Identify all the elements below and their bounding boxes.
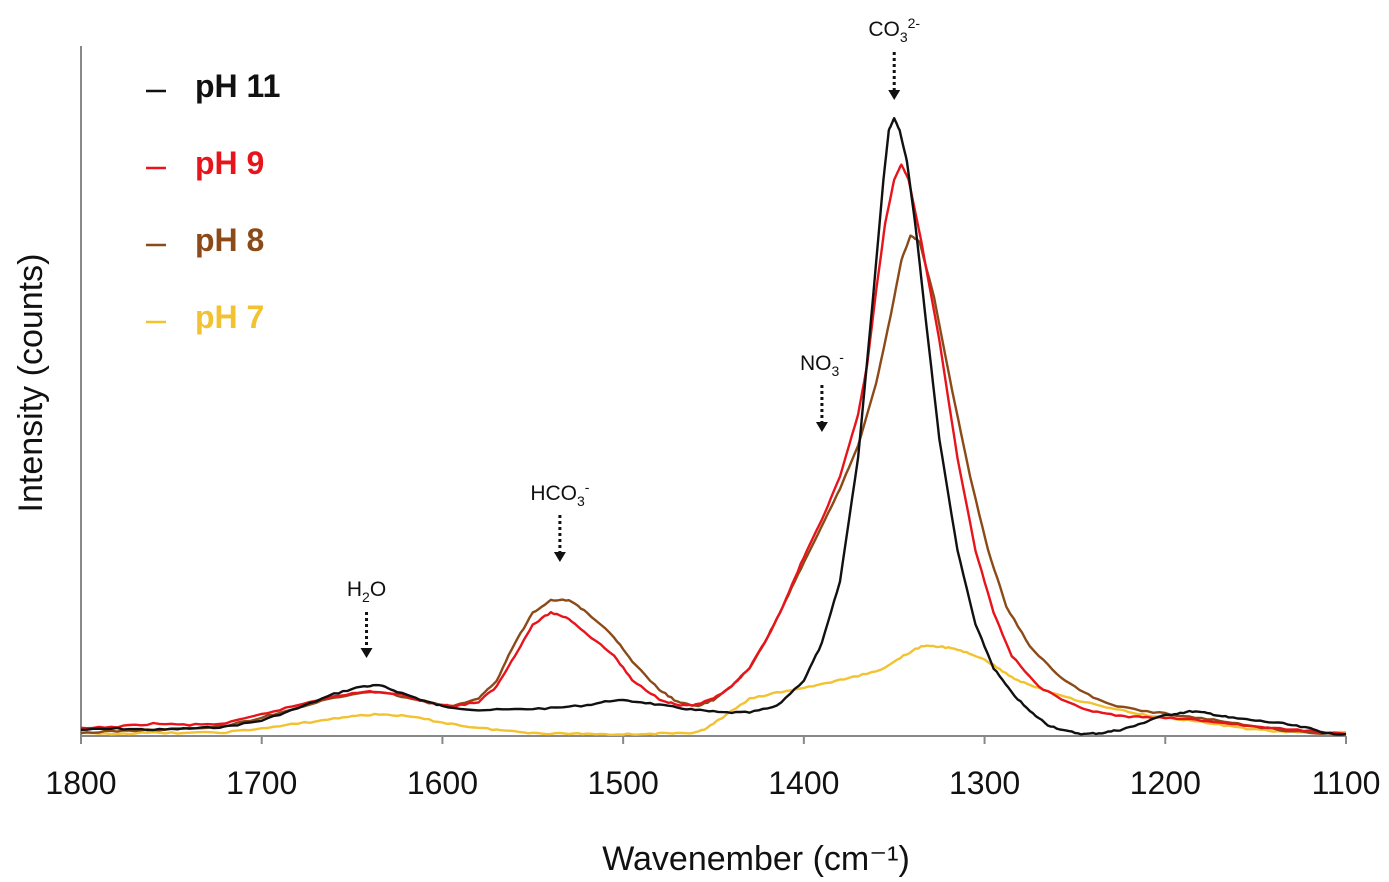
annotation-label: CO32- (868, 15, 920, 45)
y-axis-title: Intensity (counts) (12, 254, 50, 513)
annotation-label: NO3- (800, 349, 844, 379)
annotation-arrow-head (888, 90, 901, 100)
annotation-h2o: H2O (347, 578, 386, 658)
legend-label: pH 9 (195, 145, 264, 181)
axes (80, 46, 1346, 737)
annotation-subscript: 3 (577, 493, 585, 509)
series-line-ph-8 (80, 234, 1347, 736)
x-tick-label: 1100 (1312, 765, 1381, 801)
annotation-superscript: 2- (908, 15, 921, 31)
x-tick-label: 1700 (226, 765, 297, 801)
x-axis-ticks: 1800 1700 1600 1500 1400 1300 1200 1100 (45, 736, 1380, 801)
series-line-ph-7 (80, 644, 1347, 736)
series-line-ph-9 (80, 163, 1347, 736)
series-line-ph-11 (80, 117, 1347, 736)
series-lines (80, 117, 1347, 736)
x-axis-title: Wavenember (cm⁻¹) (602, 840, 910, 878)
annotation-tail: O (370, 578, 386, 601)
x-tick-label: 1500 (588, 765, 659, 801)
legend: pH 11 pH 9 pH 8 pH 7 (146, 68, 280, 335)
annotation-hco3: HCO3- (530, 479, 590, 562)
peak-annotations: CO32- NO3- HCO3- H2O (347, 15, 920, 658)
annotation-superscript: - (585, 479, 590, 495)
x-tick-label: 1800 (45, 765, 116, 801)
annotation-arrow-head (815, 422, 828, 432)
annotation-subscript: 3 (831, 363, 839, 379)
annotation-subscript: 2 (362, 589, 370, 605)
annotation-superscript: - (839, 349, 844, 365)
annotation-arrow-head (553, 552, 566, 562)
annotation-label: HCO3- (530, 479, 589, 509)
annotation-co3: CO32- (868, 15, 920, 100)
annotation-label: H2O (347, 578, 386, 605)
annotation-no3: NO3- (800, 349, 844, 432)
annotation-subscript: 3 (900, 29, 908, 45)
annotation-arrow-head (360, 648, 373, 658)
legend-label: pH 8 (195, 222, 264, 258)
x-tick-label: 1400 (768, 765, 839, 801)
legend-label: pH 11 (195, 68, 280, 104)
x-tick-label: 1200 (1130, 765, 1201, 801)
x-tick-label: 1300 (949, 765, 1020, 801)
legend-label: pH 7 (195, 299, 264, 335)
x-tick-label: 1600 (407, 765, 478, 801)
